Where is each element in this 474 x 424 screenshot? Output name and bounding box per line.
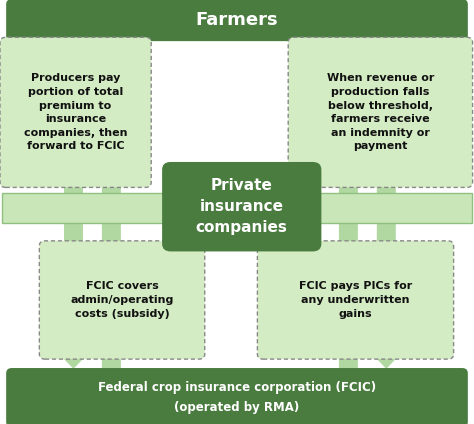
Text: Producers pay
portion of total
premium to
insurance
companies, then
forward to F: Producers pay portion of total premium t… xyxy=(24,73,128,151)
Text: FCIC pays PICs for
any underwritten
gains: FCIC pays PICs for any underwritten gain… xyxy=(299,282,412,318)
Text: Private
insurance
companies: Private insurance companies xyxy=(196,178,288,235)
FancyBboxPatch shape xyxy=(2,193,472,223)
FancyBboxPatch shape xyxy=(162,162,321,251)
Text: When revenue or
production falls
below threshold,
farmers receive
an indemnity o: When revenue or production falls below t… xyxy=(327,73,434,151)
Text: FCIC covers
admin/operating
costs (subsidy): FCIC covers admin/operating costs (subsi… xyxy=(70,282,174,318)
Text: Farmers: Farmers xyxy=(196,11,278,29)
FancyBboxPatch shape xyxy=(0,37,151,187)
Polygon shape xyxy=(367,36,406,369)
FancyBboxPatch shape xyxy=(288,37,473,187)
FancyBboxPatch shape xyxy=(6,368,468,424)
FancyBboxPatch shape xyxy=(6,0,468,41)
Text: Federal crop insurance corporation (FCIC)
(operated by RMA): Federal crop insurance corporation (FCIC… xyxy=(98,382,376,413)
Polygon shape xyxy=(54,36,93,369)
FancyBboxPatch shape xyxy=(257,241,454,359)
Polygon shape xyxy=(92,36,131,369)
Polygon shape xyxy=(329,36,368,369)
FancyBboxPatch shape xyxy=(39,241,205,359)
